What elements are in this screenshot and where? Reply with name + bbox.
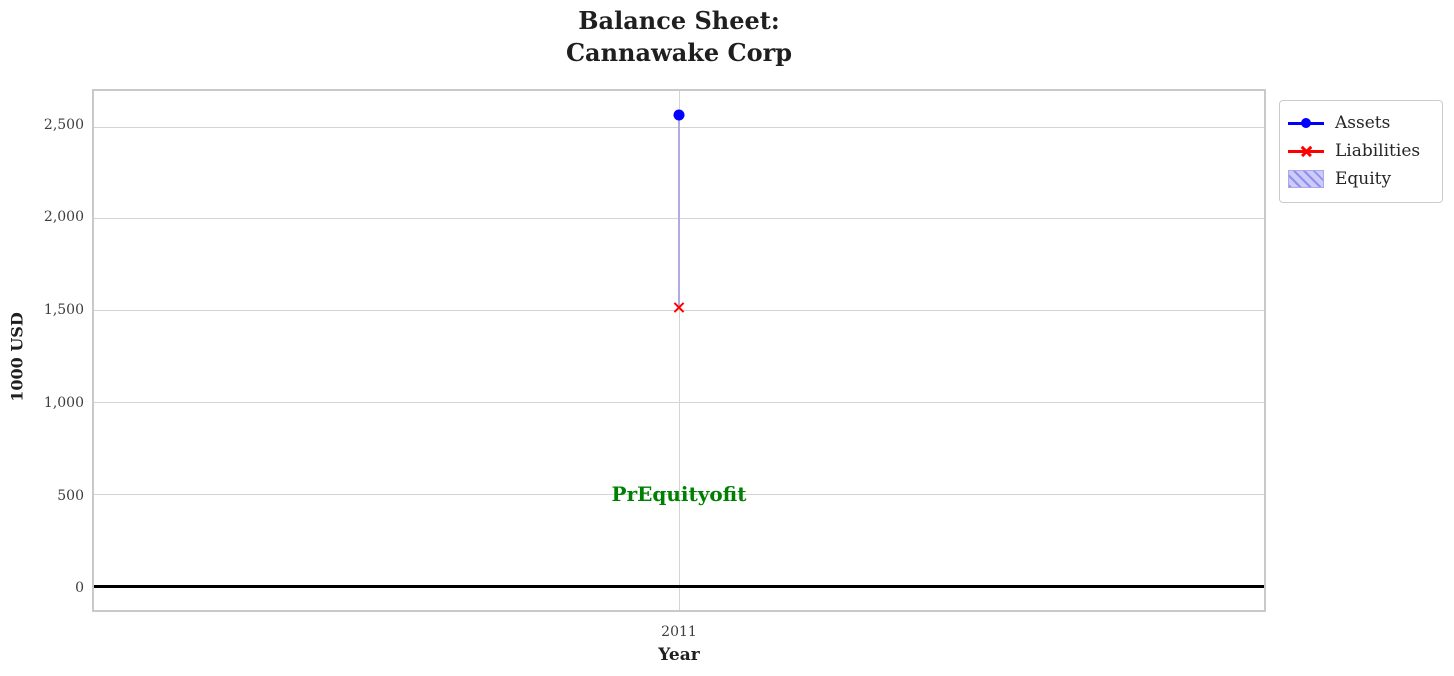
legend-label: Liabilities [1335,141,1421,161]
legend-item-equity: Equity [1288,165,1432,193]
y-tick-label: 0 [75,580,84,597]
legend-item-liabilities: Liabilities [1288,137,1432,165]
y-tick-label: 500 [57,487,84,504]
liabilities-legend-marker-icon [1288,141,1326,161]
legend: Assets Liabilities Equity [1279,100,1443,203]
equity-legend-marker-icon [1288,169,1326,189]
legend-label: Assets [1335,113,1391,133]
legend-item-assets: Assets [1288,109,1432,137]
y-axis-ticks: 0 500 1,000 1,500 2,000 2,500 [0,89,84,612]
chart-title: Balance Sheet: Cannawake Corp [565,6,793,67]
legend-x [1300,145,1313,158]
assets-legend-marker-icon [1288,113,1326,133]
zero-line [94,585,1264,589]
liabilities-marker [673,301,686,314]
x-tick-label: 2011 [661,624,697,640]
assets-marker [673,109,685,121]
plot-area: PrEquityofit [92,89,1266,612]
legend-hatch-patch [1288,170,1324,188]
gridline-vertical [679,91,680,610]
annotation-text: PrEquityofit [611,482,747,507]
y-tick-label: 2,000 [43,209,84,226]
x-axis-label: Year [658,645,700,665]
legend-dot [1301,118,1311,128]
legend-label: Equity [1335,169,1392,189]
y-tick-label: 1,500 [43,302,84,319]
y-tick-label: 2,500 [43,116,84,133]
equity-band [678,115,680,308]
y-tick-label: 1,000 [43,394,84,411]
